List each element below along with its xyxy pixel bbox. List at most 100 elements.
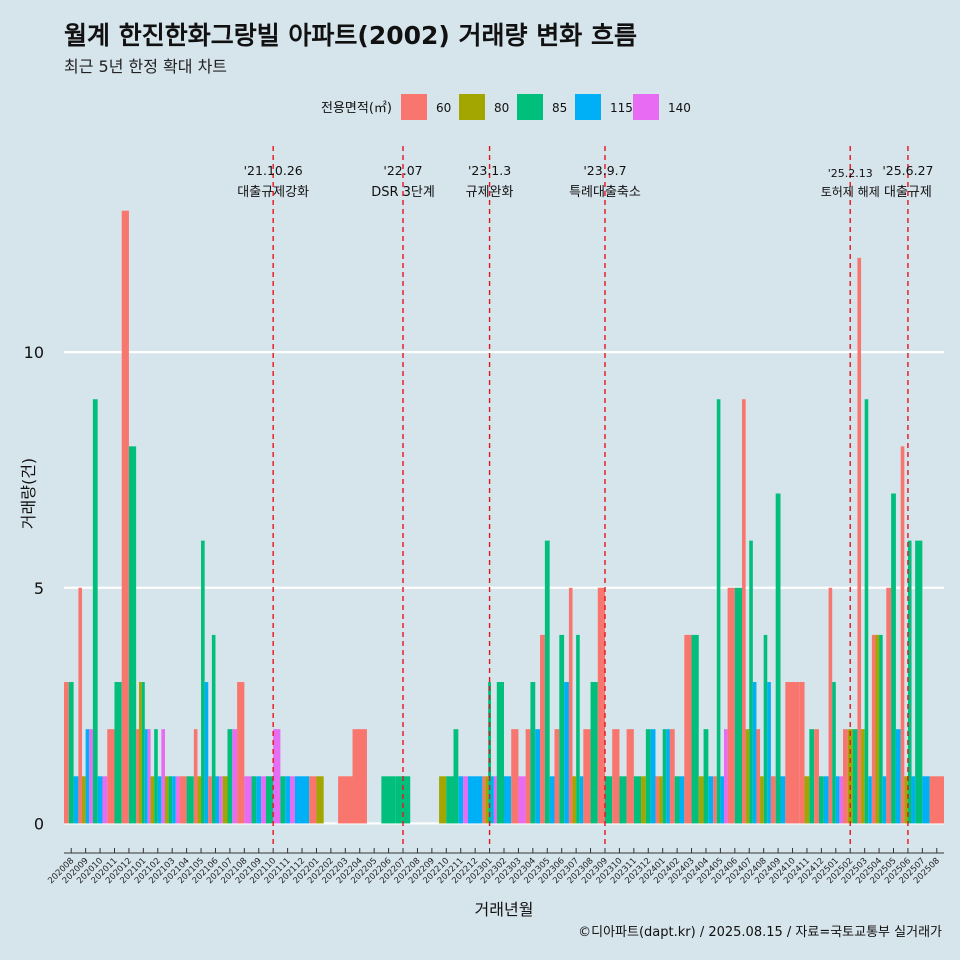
- bar-115-202008: [73, 776, 79, 824]
- bar-115-202401: [666, 729, 670, 824]
- y-tick-label: 10: [24, 343, 44, 362]
- bar-60-202303: [511, 729, 519, 824]
- bar-60-202104: [179, 776, 187, 824]
- bar-115-202505: [895, 729, 901, 824]
- bar-80-202312: [641, 776, 646, 824]
- bar-85-202010: [92, 399, 98, 824]
- legend-label-80: 80: [494, 101, 509, 115]
- bar-60-202409: [770, 776, 776, 824]
- bar-60-202311: [626, 729, 634, 824]
- bar-115-202306: [564, 682, 569, 824]
- event-label: 규제완화: [466, 185, 514, 200]
- bar-85-202409: [775, 493, 781, 824]
- bar-115-202212: [467, 776, 483, 824]
- bar-115-202101: [144, 729, 148, 824]
- bar-85-202111: [280, 776, 286, 824]
- bar-115-202312: [650, 729, 656, 824]
- bar-60-202307: [568, 587, 573, 824]
- bar-85-202412: [818, 776, 824, 824]
- bar-85-202210: [446, 776, 454, 824]
- bar-60-202306: [554, 729, 560, 824]
- bar-85-202411: [809, 729, 815, 824]
- chart-subtitle: 최근 5년 한정 확대 차트: [64, 57, 228, 76]
- bar-60-202201: [309, 776, 317, 824]
- bar-80-202503: [861, 729, 865, 824]
- bar-140-202501: [839, 776, 844, 824]
- bar-85-202106: [211, 634, 216, 824]
- bar-140-202106: [219, 776, 223, 824]
- bar-115-202402: [679, 776, 685, 824]
- bar-60-202012: [121, 210, 129, 824]
- event-label: 대출규제강화: [237, 185, 309, 200]
- bar-115-202301: [491, 776, 494, 824]
- bar-60-202106: [208, 776, 212, 824]
- y-tick-label: 0: [34, 814, 44, 833]
- bar-115-202111: [285, 776, 291, 824]
- bar-85-202211: [453, 729, 459, 824]
- bar-85-202507: [915, 540, 923, 824]
- legend-label-85: 85: [552, 101, 567, 115]
- bar-60-202406: [727, 587, 735, 824]
- bar-140-202108: [244, 776, 252, 824]
- bar-85-202101: [141, 682, 145, 824]
- event-date: '21.10.26: [244, 163, 303, 178]
- bar-85-202302: [496, 682, 504, 824]
- legend: 전용면적(㎡) 60 80 85 115 140: [321, 94, 691, 120]
- bar-85-202505: [891, 493, 896, 824]
- bar-140-202102: [161, 729, 165, 824]
- bar-60-202009: [78, 587, 83, 824]
- bar-80-202401: [659, 776, 663, 824]
- bar-85-202011: [114, 682, 122, 824]
- bar-115-202302: [504, 776, 512, 824]
- event-date: '23.1.3: [468, 163, 511, 178]
- bar-115-202405: [720, 776, 724, 824]
- bar-60-202410: [785, 682, 800, 824]
- bar-80-202201: [316, 776, 324, 824]
- bar-140-202109: [261, 776, 266, 824]
- bar-60-202101: [136, 729, 140, 824]
- bar-140-202101: [147, 729, 151, 824]
- bar-80-202301: [485, 776, 489, 824]
- bar-85-202401: [662, 729, 667, 824]
- bar-85-202506: [907, 540, 912, 824]
- bar-85-202107: [227, 729, 233, 824]
- bar-80-202404: [698, 776, 704, 824]
- bar-60-202108: [237, 682, 245, 824]
- bar-140-202009: [89, 729, 93, 824]
- bar-115-202507: [922, 776, 930, 824]
- legend-swatch-115: [575, 94, 601, 120]
- event-date: '22.07: [383, 163, 422, 178]
- bar-80-202408: [760, 776, 764, 824]
- legend-label-60: 60: [436, 101, 451, 115]
- bar-115-202010: [97, 776, 103, 824]
- bar-80-202009: [82, 776, 86, 824]
- bar-85-202008: [68, 682, 74, 824]
- bar-85-202102: [154, 729, 158, 824]
- bar-85-202402: [674, 776, 680, 824]
- bar-80-202506: [904, 776, 908, 824]
- bar-60-202203: [338, 776, 353, 824]
- bar-115-202506: [911, 776, 916, 824]
- bar-115-202106: [215, 776, 220, 824]
- bar-85-202206: [381, 776, 396, 824]
- bar-85-202103: [168, 776, 173, 824]
- bar-60-202503: [857, 257, 862, 824]
- bar-140-202111: [290, 776, 295, 824]
- bar-115-202504: [882, 776, 887, 824]
- bar-115-202407: [752, 682, 757, 824]
- bar-60-202305: [540, 634, 545, 824]
- event-label: 특례대출축소: [569, 185, 641, 200]
- legend-swatch-140: [633, 94, 659, 120]
- bar-60-202105: [193, 729, 198, 824]
- bar-60-202502: [843, 729, 848, 824]
- bar-140-202010: [102, 776, 108, 824]
- bar-140-202103: [175, 776, 180, 824]
- legend-title: 전용면적(㎡): [321, 101, 392, 116]
- bar-85-202403: [691, 634, 699, 824]
- bar-60-202405: [713, 776, 717, 824]
- bar-140-202107: [232, 729, 238, 824]
- bar-140-202211: [463, 776, 468, 824]
- bar-115-202103: [172, 776, 176, 824]
